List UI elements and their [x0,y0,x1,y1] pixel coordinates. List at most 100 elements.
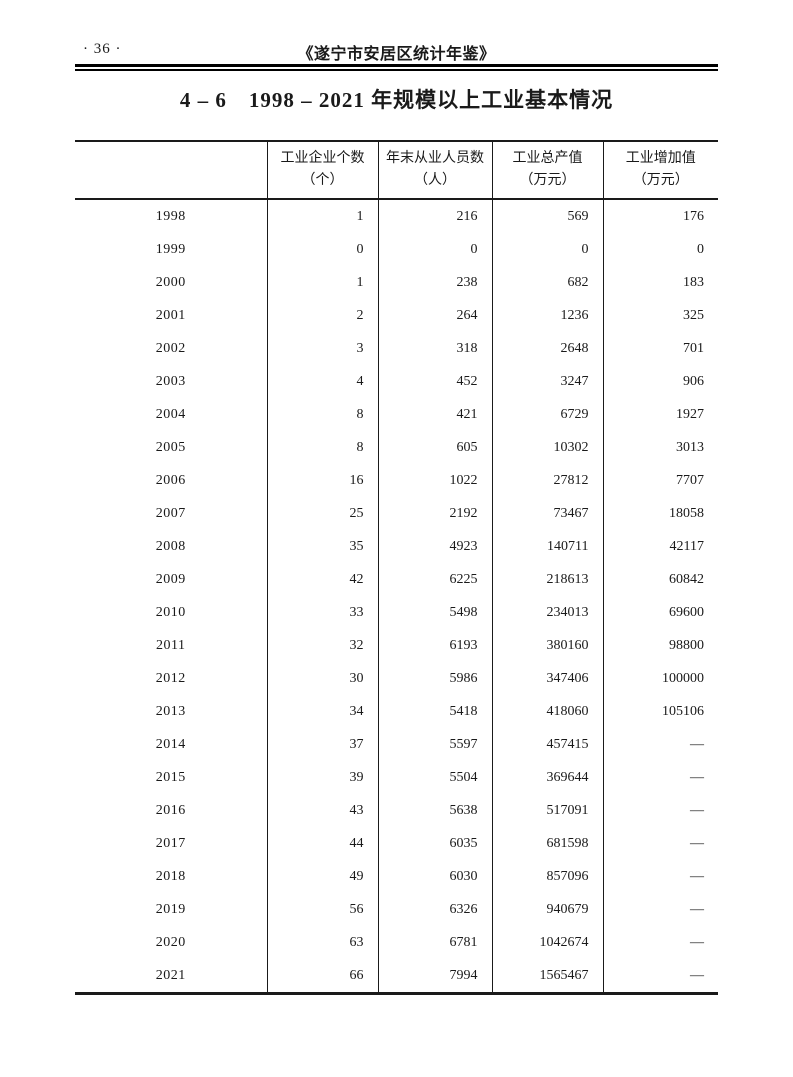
value-cell: 940679 [491,893,603,926]
value-cell: 34 [266,695,378,728]
header-rule-thin [75,69,718,71]
value-cell: 380160 [491,629,603,662]
value-cell: 56 [266,893,378,926]
table-row: 2016 43 5638 517091— [75,794,718,827]
value-cell: 1565467 [491,959,603,994]
value-cell: 234013 [491,596,603,629]
value-cell: 457415 [491,728,603,761]
year-cell: 2004 [155,406,186,422]
value-cell: 6729 [491,398,603,431]
year-cell: 2019 [155,901,186,917]
enterprises-column-header: 工业企业个数 （个） [266,141,378,200]
table-title: 4 – 6 1998 – 2021 年规模以上工业基本情况 [179,88,614,112]
value-cell: 6781 [377,926,492,959]
value-cell: 66 [266,959,378,994]
value-cell: 682 [491,266,603,299]
value-cell: 421 [377,398,492,431]
table-row: 2001 2 264 1236 325 [75,299,718,332]
value-cell: 43 [266,794,378,827]
year-cell: 2005 [155,439,186,455]
value-cell: — [602,761,718,794]
value-cell: — [602,926,718,959]
value-cell: 16 [266,464,378,497]
value-cell: 10302 [491,431,603,464]
table-row: 2014 37 5597 457415— [75,728,718,761]
value-cell: 325 [602,299,718,332]
value-cell: 32 [266,629,378,662]
value-cell: 906 [602,365,718,398]
year-cell: 2003 [155,373,186,389]
value-cell: 44 [266,827,378,860]
year-cell: 2018 [155,868,186,884]
year-cell: 2015 [155,769,186,785]
value-cell: 5418 [377,695,492,728]
value-cell: — [602,794,718,827]
column-unit: （人） [414,173,456,188]
book-title: 《遂宁市安居区统计年鉴》 [297,46,496,63]
value-cell: 517091 [491,794,603,827]
year-cell: 2011 [156,637,186,653]
table-row: 2002 3 318 2648 701 [75,332,718,365]
year-cell: 2009 [155,571,186,587]
value-cell: 105106 [602,695,718,728]
year-cell: 1998 [155,208,186,224]
table-row: 2010 33 5498 234013 69600 [75,596,718,629]
value-cell: 49 [266,860,378,893]
year-cell: 2016 [155,802,186,818]
column-unit: （个） [301,173,344,188]
value-cell: 6326 [377,893,492,926]
value-cell: 2648 [491,332,603,365]
table-row: 2004 8 421 6729 1927 [75,398,718,431]
table-row: 2008 35 4923 140711 42117 [75,530,718,563]
employees-column-header: 年末从业人员数 （人） [377,141,492,200]
value-cell: 2192 [377,497,492,530]
value-cell: 318 [377,332,492,365]
value-cell: 0 [602,233,718,266]
table-row: 2015 39 5504 369644— [75,761,718,794]
value-cell: 30 [266,662,378,695]
value-cell: 0 [377,233,492,266]
value-cell: 1236 [491,299,603,332]
value-cell: 35 [266,530,378,563]
value-cell: 347406 [491,662,603,695]
column-label: 工业企业个数 [280,150,365,166]
column-label: 工业增加值 [625,150,696,166]
column-label: 工业总产值 [512,150,583,166]
value-cell: 569 [491,199,603,233]
value-cell: 5638 [377,794,492,827]
value-cell: 6030 [377,860,492,893]
year-cell: 2014 [155,736,186,752]
table-row: 1998 1 216 569 176 [75,199,718,233]
value-cell: 5504 [377,761,492,794]
value-cell: 264 [377,299,492,332]
value-cell: 1042674 [491,926,603,959]
year-cell: 2017 [155,835,186,851]
value-cell: 8 [266,431,378,464]
value-cell: 6225 [377,563,492,596]
value-cell: — [602,860,718,893]
value-cell: 27812 [491,464,603,497]
page-number: · 36 · [83,41,122,57]
table-row: 2012 30 5986 347406 100000 [75,662,718,695]
value-cell: 701 [602,332,718,365]
value-cell: 3013 [602,431,718,464]
table-row: 2006 16 1022 27812 7707 [75,464,718,497]
year-column-header [75,141,267,200]
value-cell: — [602,893,718,926]
value-cell: 4 [266,365,378,398]
gross-output-column-header: 工业总产值 （万元） [491,141,603,200]
table-row: 2005 8 605 10302 3013 [75,431,718,464]
column-unit: （万元） [519,173,576,188]
year-cell: 2001 [155,307,186,323]
year-cell: 1999 [155,241,186,257]
value-cell: 0 [491,233,603,266]
year-cell: 2012 [155,670,186,686]
value-cell: 5986 [377,662,492,695]
year-cell: 2010 [155,604,186,620]
value-cell: 6035 [377,827,492,860]
value-cell: 1927 [602,398,718,431]
header-rule-thick [75,64,718,67]
value-cell: 369644 [491,761,603,794]
value-cell: 42117 [602,530,718,563]
